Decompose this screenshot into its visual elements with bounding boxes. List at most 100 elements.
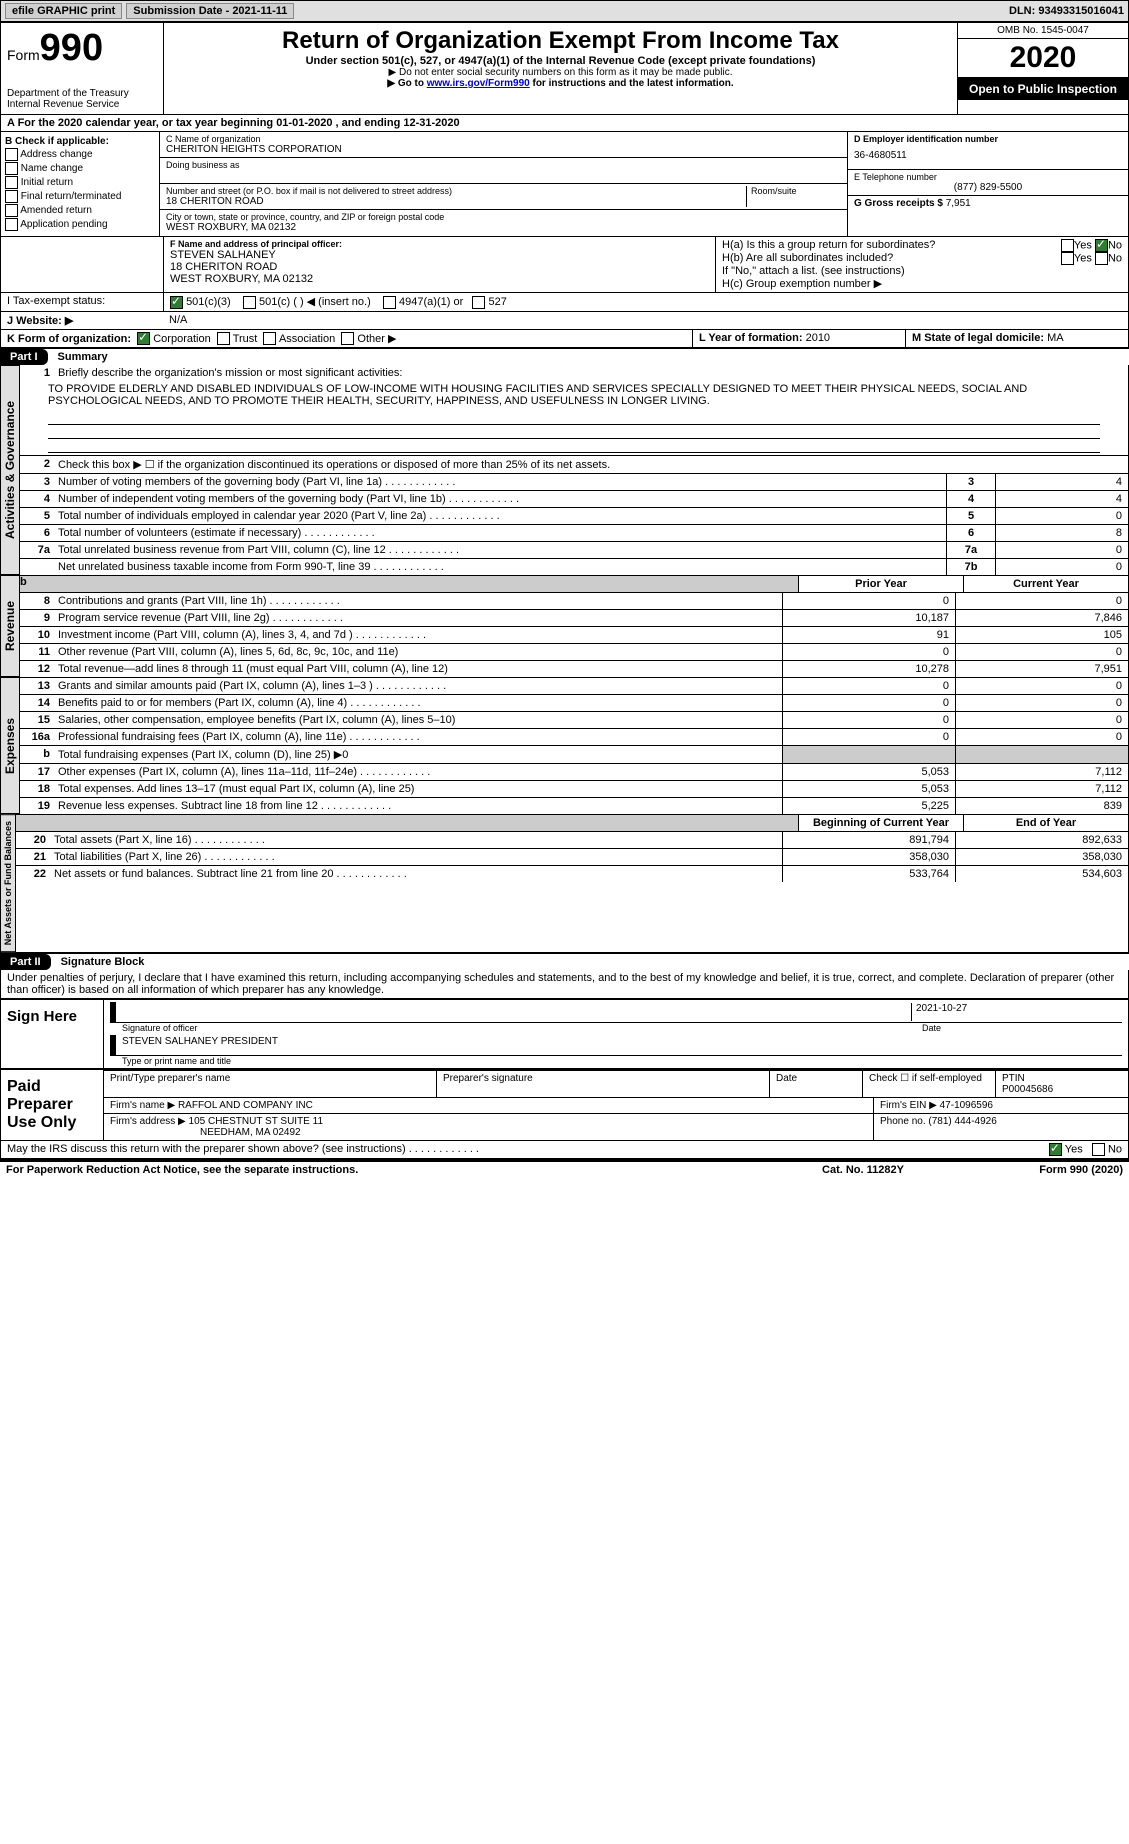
- box-b: B Check if applicable: Address change Na…: [1, 132, 160, 236]
- cb-501c[interactable]: [243, 296, 256, 309]
- form-header: Form990 Department of the Treasury Inter…: [0, 22, 1129, 115]
- cb-initial-return[interactable]: Initial return: [5, 176, 155, 189]
- website-value: N/A: [163, 312, 1128, 329]
- firm-ein: 47-1096596: [940, 1100, 993, 1111]
- section-revenue: Revenue bPrior YearCurrent Year 8Contrib…: [0, 575, 1129, 677]
- box-g-receipts: G Gross receipts $ 7,951: [848, 196, 1128, 211]
- hb-yes[interactable]: [1061, 252, 1074, 265]
- line-17: Other expenses (Part IX, column (A), lin…: [54, 764, 782, 780]
- ha-no[interactable]: [1095, 239, 1108, 252]
- dln-label: DLN: 93493315016041: [1009, 5, 1124, 17]
- dept-irs: Internal Revenue Service: [7, 99, 157, 110]
- omb-number: OMB No. 1545-0047: [958, 23, 1128, 39]
- officer-addr1: 18 CHERITON ROAD: [170, 261, 709, 273]
- line-4: Number of independent voting members of …: [54, 491, 946, 507]
- box-c-dba: Doing business as: [160, 158, 847, 184]
- firm-addr1: 105 CHESTNUT ST SUITE 11: [189, 1116, 324, 1127]
- box-d-ein: D Employer identification number 36-4680…: [848, 132, 1128, 170]
- line-11: Other revenue (Part VIII, column (A), li…: [54, 644, 782, 660]
- line-6: Total number of volunteers (estimate if …: [54, 525, 946, 541]
- hb-no[interactable]: [1095, 252, 1108, 265]
- tab-expenses: Expenses: [1, 677, 20, 814]
- discuss-no[interactable]: [1092, 1143, 1105, 1156]
- officer-addr2: WEST ROXBURY, MA 02132: [170, 273, 709, 285]
- efile-print-button[interactable]: efile GRAPHIC print: [5, 3, 122, 19]
- topbar: efile GRAPHIC print Submission Date - 20…: [0, 0, 1129, 22]
- penalty-statement: Under penalties of perjury, I declare th…: [0, 970, 1129, 998]
- box-e-phone: E Telephone number (877) 829-5500: [848, 170, 1128, 196]
- officer-printed-name: STEVEN SALHANEY PRESIDENT: [122, 1036, 278, 1054]
- line-5: Total number of individuals employed in …: [54, 508, 946, 524]
- cb-association[interactable]: [263, 332, 276, 345]
- line-15: Salaries, other compensation, employee b…: [54, 712, 782, 728]
- h-a-label: H(a) Is this a group return for subordin…: [722, 239, 1012, 252]
- firm-addr2: NEEDHAM, MA 02492: [110, 1127, 301, 1138]
- cb-final-return[interactable]: Final return/terminated: [5, 190, 155, 203]
- cb-trust[interactable]: [217, 332, 230, 345]
- cb-name-change[interactable]: Name change: [5, 162, 155, 175]
- irs-link[interactable]: www.irs.gov/Form990: [427, 78, 530, 89]
- ssn-note: ▶ Do not enter social security numbers o…: [170, 67, 951, 78]
- box-c-city: City or town, state or province, country…: [160, 210, 847, 235]
- form-title: Return of Organization Exempt From Incom…: [170, 27, 951, 55]
- part-i-header: Part I Summary: [0, 348, 1129, 365]
- sign-here-label: Sign Here: [1, 1000, 104, 1068]
- goto-note: ▶ Go to www.irs.gov/Form990 for instruct…: [170, 78, 951, 89]
- line-16b: Total fundraising expenses (Part IX, col…: [54, 746, 782, 763]
- line-19: Revenue less expenses. Subtract line 18 …: [54, 798, 782, 814]
- identity-block: B Check if applicable: Address change Na…: [0, 132, 1129, 237]
- row-j: J Website: ▶ N/A: [0, 312, 1129, 330]
- row-i: I Tax-exempt status: 501(c)(3) 501(c) ( …: [0, 293, 1129, 312]
- sign-here-block: Sign Here 2021-10-27 Signature of office…: [0, 998, 1129, 1069]
- section-governance: Activities & Governance 1 Briefly descri…: [0, 365, 1129, 575]
- box-c-address: Number and street (or P.O. box if mail i…: [160, 184, 847, 210]
- paid-preparer-block: Paid Preparer Use Only Print/Type prepar…: [0, 1069, 1129, 1141]
- cb-527[interactable]: [472, 296, 485, 309]
- firm-phone: (781) 444-4926: [928, 1116, 996, 1127]
- line-8: Contributions and grants (Part VIII, lin…: [54, 593, 782, 609]
- section-net-assets: Net Assets or Fund Balances Beginning of…: [0, 814, 1129, 953]
- open-inspection: Open to Public Inspection: [958, 78, 1128, 100]
- ptin-value: P00045686: [1002, 1084, 1122, 1095]
- discuss-yes[interactable]: [1049, 1143, 1062, 1156]
- row-klm: K Form of organization: Corporation Trus…: [0, 330, 1129, 349]
- cb-501c3[interactable]: [170, 296, 183, 309]
- footer: For Paperwork Reduction Act Notice, see …: [0, 1161, 1129, 1178]
- line-20: Total assets (Part X, line 16): [50, 832, 782, 848]
- line-2: Check this box ▶ ☐ if the organization d…: [54, 456, 1128, 473]
- row-a-tax-year: A For the 2020 calendar year, or tax yea…: [0, 115, 1129, 132]
- h-c-label: H(c) Group exemption number ▶: [722, 277, 1122, 290]
- line-21: Total liabilities (Part X, line 26): [50, 849, 782, 865]
- line-9: Program service revenue (Part VIII, line…: [54, 610, 782, 626]
- ha-yes[interactable]: [1061, 239, 1074, 252]
- form-number: Form990: [7, 27, 157, 70]
- discuss-row: May the IRS discuss this return with the…: [0, 1141, 1129, 1159]
- line-16a: Professional fundraising fees (Part IX, …: [54, 729, 782, 745]
- cb-other[interactable]: [341, 332, 354, 345]
- line-22: Net assets or fund balances. Subtract li…: [50, 866, 782, 882]
- line-7b: Net unrelated business taxable income fr…: [54, 559, 946, 575]
- mission-label: Briefly describe the organization's miss…: [54, 365, 1128, 381]
- tab-governance: Activities & Governance: [1, 365, 20, 575]
- line-10: Investment income (Part VIII, column (A)…: [54, 627, 782, 643]
- row-f-h: F Name and address of principal officer:…: [0, 237, 1129, 293]
- tax-year: 2020: [958, 39, 1128, 78]
- cb-corporation[interactable]: [137, 332, 150, 345]
- sign-date: 2021-10-27: [911, 1003, 1116, 1021]
- paid-preparer-label: Paid Preparer Use Only: [1, 1070, 104, 1140]
- h-b-label: H(b) Are all subordinates included?: [722, 252, 1012, 265]
- mission-text: TO PROVIDE ELDERLY AND DISABLED INDIVIDU…: [20, 381, 1128, 409]
- firm-name: RAFFOL AND COMPANY INC: [178, 1100, 313, 1111]
- line-14: Benefits paid to or for members (Part IX…: [54, 695, 782, 711]
- cb-amended-return[interactable]: Amended return: [5, 204, 155, 217]
- submission-date-button[interactable]: Submission Date - 2021-11-11: [126, 3, 294, 19]
- line-13: Grants and similar amounts paid (Part IX…: [54, 678, 782, 694]
- cb-application-pending[interactable]: Application pending: [5, 218, 155, 231]
- dept-treasury: Department of the Treasury: [7, 88, 157, 99]
- line-18: Total expenses. Add lines 13–17 (must eq…: [54, 781, 782, 797]
- tab-net-assets: Net Assets or Fund Balances: [1, 814, 16, 952]
- cb-4947[interactable]: [383, 296, 396, 309]
- line-3: Number of voting members of the governin…: [54, 474, 946, 490]
- section-expenses: Expenses 13Grants and similar amounts pa…: [0, 677, 1129, 814]
- cb-address-change[interactable]: Address change: [5, 148, 155, 161]
